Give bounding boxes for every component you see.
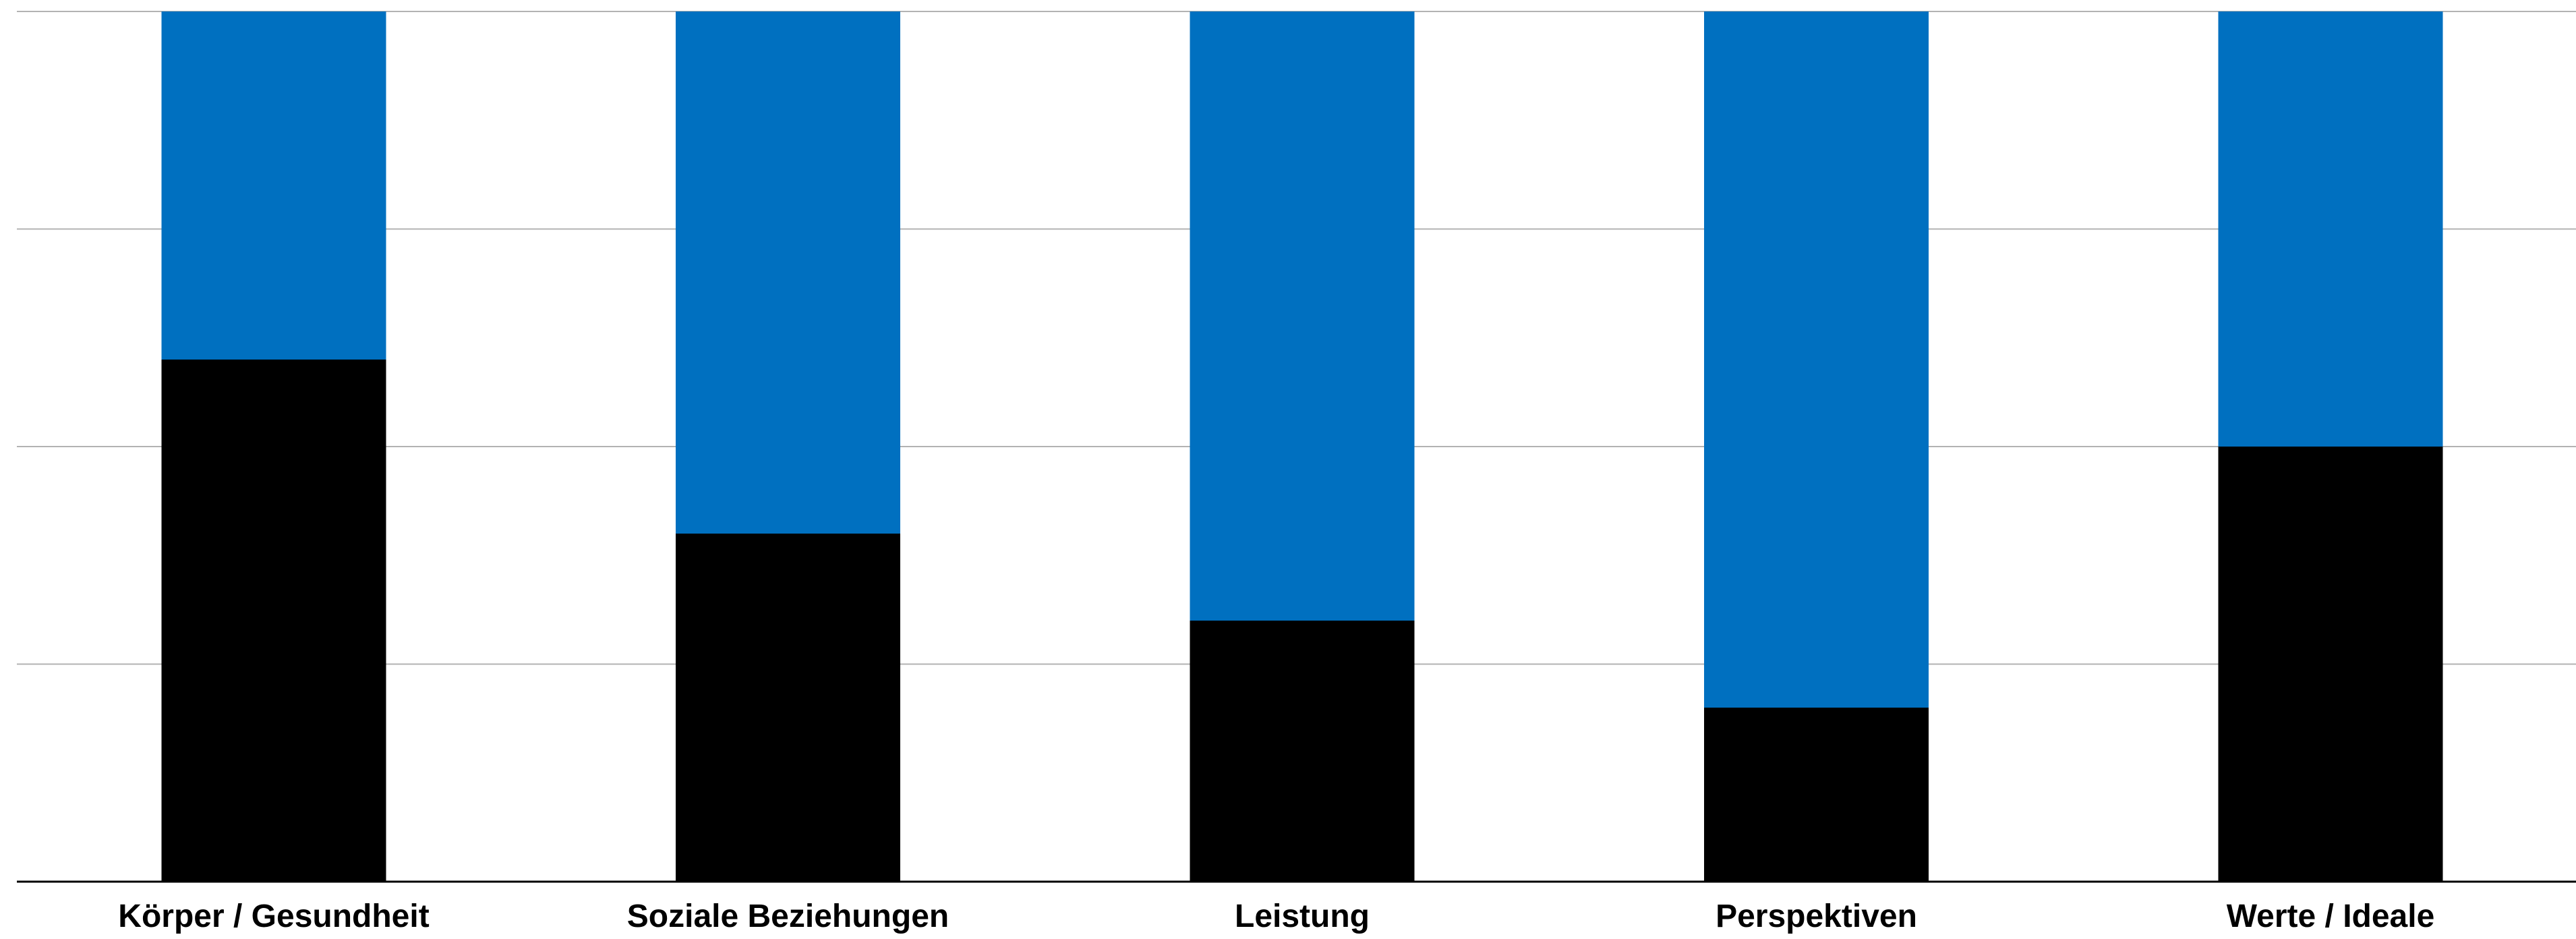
x-tick-label: Körper / Gesundheit (118, 899, 429, 934)
bar-segment-4-series-0 (2218, 447, 2443, 882)
bar-segment-2-series-1 (1190, 11, 1415, 621)
bar-segment-3-series-0 (1704, 708, 1929, 882)
bars (161, 11, 2443, 882)
x-tick-labels: Körper / Gesundheit Soziale Beziehungen Le… (118, 899, 2434, 934)
bar-segment-0-series-0 (161, 360, 386, 882)
bar-segment-2-series-0 (1190, 621, 1415, 882)
bar-segment-1-series-1 (676, 11, 900, 534)
x-tick-label: Perspektiven (1716, 899, 1917, 934)
bar-segment-4-series-1 (2218, 11, 2443, 447)
bar-segment-0-series-1 (161, 11, 386, 360)
x-tick-label: Leistung (1235, 899, 1370, 934)
bar-segment-3-series-1 (1704, 11, 1929, 708)
x-tick-label: Soziale Beziehungen (627, 899, 949, 934)
x-tick-label: Werte / Ideale (2227, 899, 2435, 934)
bar-segment-1-series-0 (676, 534, 900, 882)
